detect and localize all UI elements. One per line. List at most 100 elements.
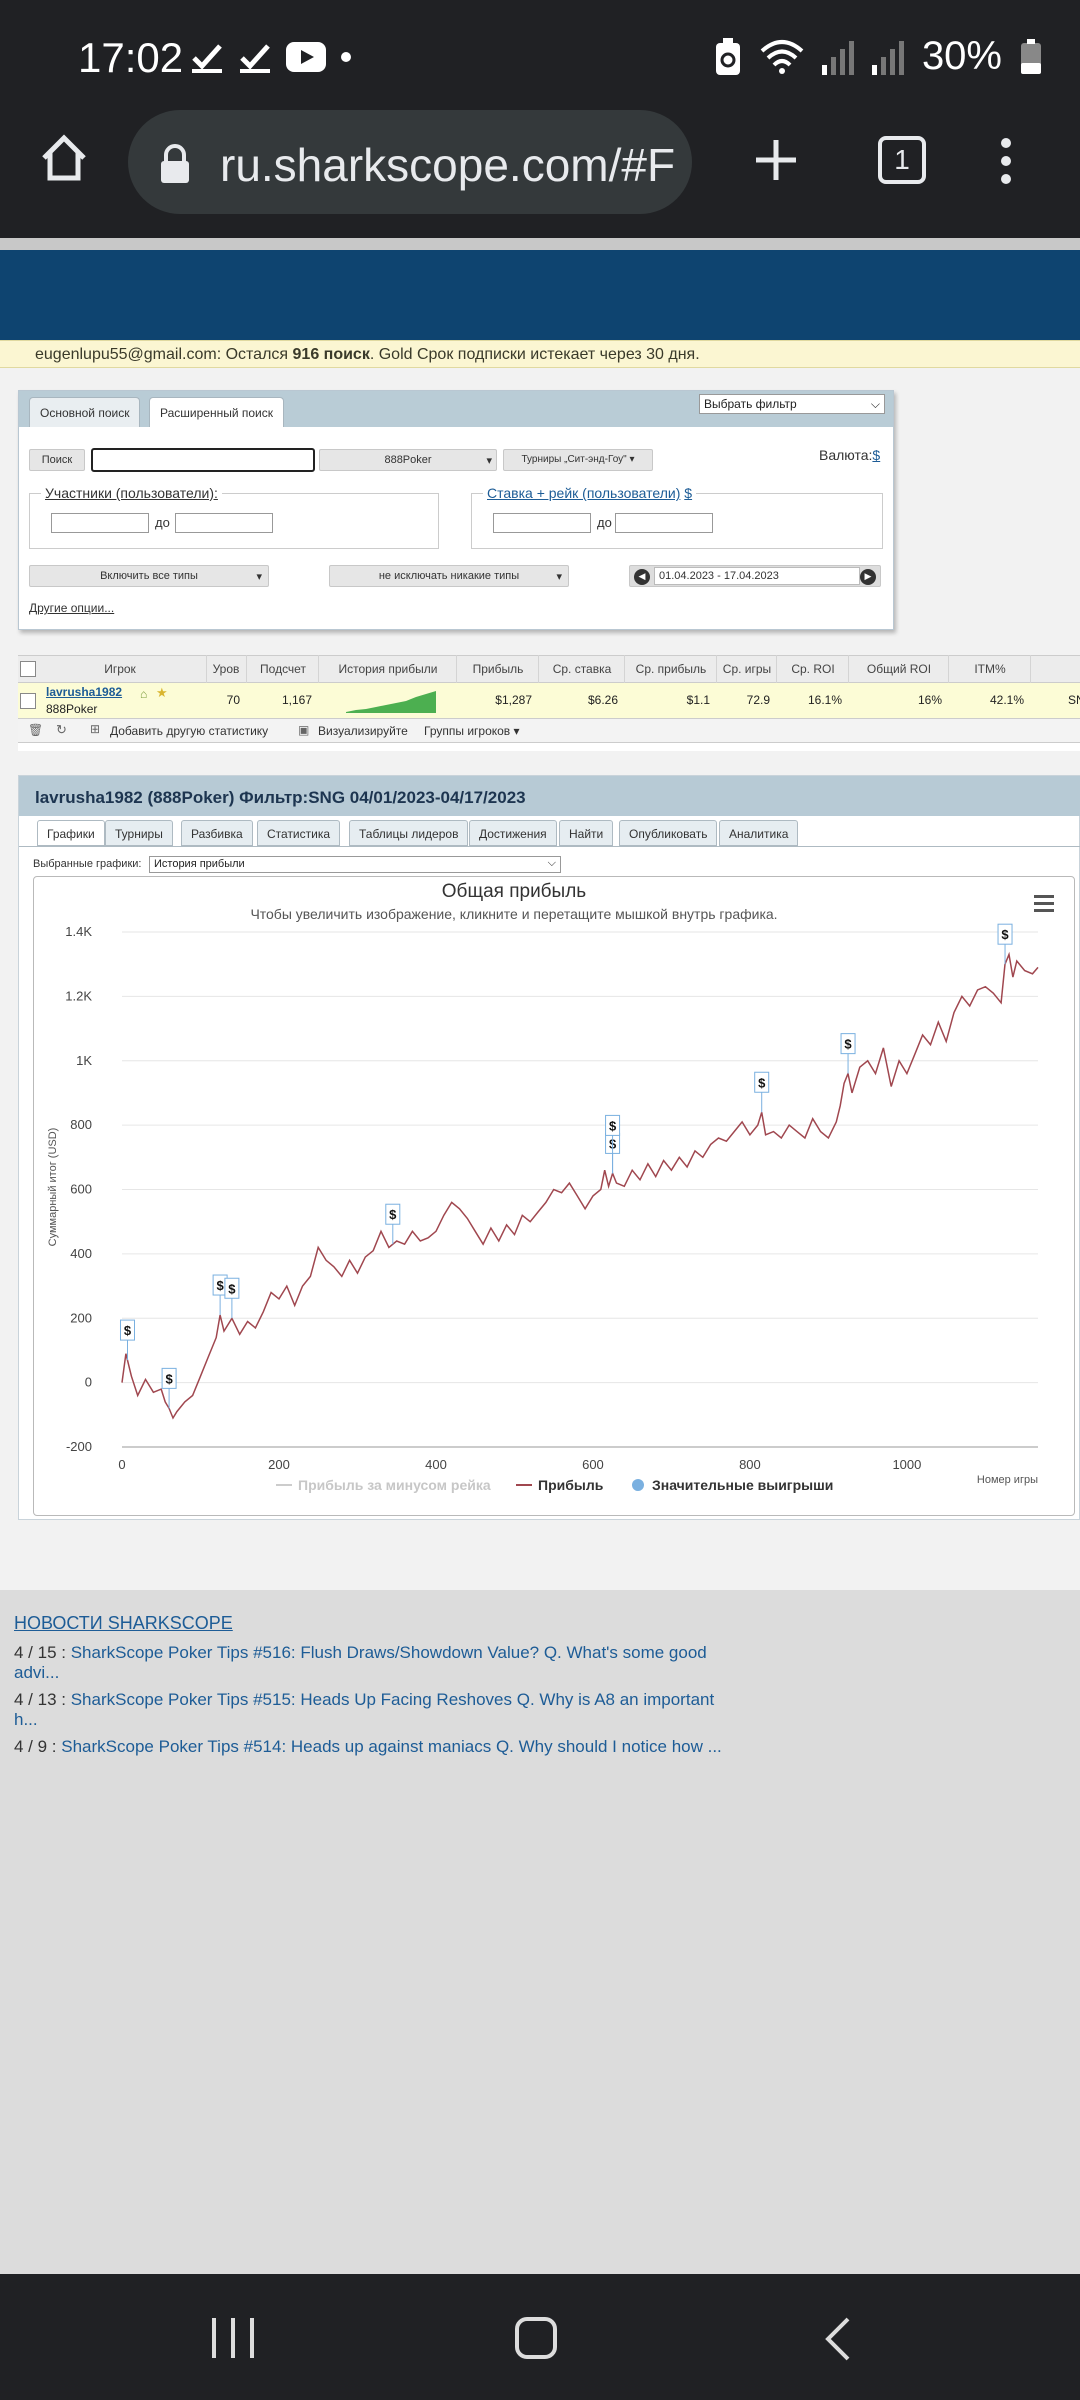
player-star-icon[interactable]: ★ [156,685,168,700]
news-link[interactable]: SharkScope Poker Tips #515: Heads Up Fac… [14,1690,715,1729]
selected-charts-select[interactable]: История прибыли ⌵ [149,856,561,873]
legend-bigwins-label[interactable]: Значительные выигрыши [652,1477,833,1493]
news-link[interactable]: SharkScope Poker Tips #516: Flush Draws/… [14,1643,707,1682]
svg-text:$: $ [1001,927,1009,942]
legend-rake-label[interactable]: Прибыль за минусом рейка [298,1477,491,1493]
x-tick-label: 400 [425,1457,447,1472]
url-field[interactable] [128,110,692,214]
participants-label[interactable]: Участники (пользователи): [41,485,222,501]
col-profit-history[interactable]: История прибыли [338,662,438,676]
participants-to-input[interactable] [175,513,273,533]
add-stat-link[interactable]: Добавить другую статистику [110,724,269,738]
tab-tournaments[interactable]: Турниры [105,820,173,846]
profit-history-sparkline[interactable] [346,689,436,713]
profit-chart[interactable]: Общая прибыль Чтобы увеличить изображени… [34,877,1074,1515]
col-profit[interactable]: Прибыль [472,662,524,676]
search-input[interactable] [91,448,315,472]
tab-charts[interactable]: Графики [37,820,105,846]
back-icon[interactable] [822,2316,852,2362]
dropdown-arrow-icon: ▾ [629,454,635,465]
profit-series[interactable] [121,951,1039,1420]
stake-to-input[interactable] [615,513,713,533]
col-total-roi[interactable]: Общий ROI [866,662,932,676]
dollar-flag-icon[interactable]: $ [385,1203,401,1245]
tab-find[interactable]: Найти [559,820,614,846]
search-panel: Основной поиск Расширенный поиск Выбрать… [18,390,894,630]
dollar-flag-icon[interactable]: $ [119,1319,135,1361]
dollar-flag-icon[interactable]: $ [840,1033,856,1074]
cell-profit: $1,287 [495,693,532,707]
stake-from-input[interactable] [493,513,591,533]
svg-text:$: $ [165,1371,173,1386]
col-player[interactable]: Игрок [104,662,136,676]
dollar-flag-icon[interactable]: $ [997,923,1013,965]
include-types-select[interactable]: Включить все типы ▾ [29,565,269,587]
prev-date-icon[interactable]: ◀ [634,569,650,585]
tab-analytics[interactable]: Аналитика [719,820,799,846]
exclude-types-select[interactable]: не исключать никакие типы ▾ [329,565,569,587]
home-icon[interactable] [38,132,90,184]
select-all-checkbox[interactable] [20,661,36,677]
lock-icon [161,144,189,183]
search-button[interactable]: Поиск [29,449,85,471]
stake-label-text[interactable]: Ставка + рейк (пользователи) [487,485,681,501]
results-table: Игрок Уров Подсчет История прибыли Прибы… [18,655,1080,751]
tab-publish[interactable]: Опубликовать [619,820,718,846]
dollar-flag-icon[interactable]: $ [754,1071,770,1113]
chart-container[interactable]: Общая прибыль Чтобы увеличить изображени… [33,876,1075,1516]
tournaments-select[interactable]: Турниры „Сит-энд-Гоу" ▾ [503,449,653,471]
more-vert-icon[interactable] [990,136,1022,186]
currency-link[interactable]: $ [872,447,881,463]
col-avg-games[interactable]: Ср. игры [722,662,772,676]
row-checkbox[interactable] [20,693,36,709]
table-row[interactable]: lavrusha1982 888Poker ⌂ ★ 70 1,167 $1,28… [18,683,1080,719]
tab-advanced-search[interactable]: Расширенный поиск [149,397,284,427]
player-house-icon[interactable]: ⌂ [140,687,148,701]
tab-leaderboards[interactable]: Таблицы лидеров [349,820,469,846]
stake-label[interactable]: Ставка + рейк (пользователи) $ [483,485,697,501]
tabs-icon[interactable]: 1 [878,136,926,184]
tab-achievements[interactable]: Достижения [469,820,557,846]
recent-apps-icon[interactable] [210,2316,256,2360]
big-wins-series[interactable]: $$$$$$$$$$ [119,923,1013,1409]
svg-text:$: $ [216,1278,224,1293]
news-link[interactable]: SharkScope Poker Tips #514: Heads up aga… [61,1737,722,1756]
participants-from-input[interactable] [51,513,149,533]
refresh-icon[interactable]: ↻ [56,722,67,737]
stake-currency[interactable]: $ [684,485,693,501]
dollar-flag-icon[interactable]: $ [161,1367,177,1409]
col-avg-roi[interactable]: Ср. ROI [791,662,835,676]
y-tick-label: 600 [70,1182,92,1197]
col-count[interactable]: Подсчет [260,662,306,676]
dollar-flag-icon[interactable]: $ [605,1114,621,1174]
next-date-icon[interactable]: ▶ [860,569,876,585]
col-level[interactable]: Уров [212,662,240,676]
other-options-link[interactable]: Другие опции... [29,601,115,615]
plus-icon[interactable] [752,136,800,184]
date-range-value[interactable]: 01.04.2023 - 17.04.2023 [654,567,860,585]
player-link[interactable]: lavrusha1982 [46,685,123,699]
legend-bigwins-swatch [632,1479,644,1491]
home-nav-icon[interactable] [514,2316,558,2360]
tab-basic-search[interactable]: Основной поиск [29,397,141,427]
visualize-icon: ▣ [298,723,310,737]
url-text[interactable]: ru.sharkscope.com/#F [220,139,676,191]
visualize-link[interactable]: Визуализируйте [318,724,408,738]
date-range-picker[interactable]: ◀ 01.04.2023 - 17.04.2023 ▶ [629,565,881,587]
chart-menu-icon[interactable] [1034,895,1054,912]
player-groups-link[interactable]: Группы игроков ▾ [424,724,520,738]
tab-statistics[interactable]: Статистика [257,820,341,846]
filter-select[interactable]: Выбрать фильтр ⌵ [699,394,885,414]
col-avg-profit[interactable]: Ср. прибыль [635,662,707,676]
profit-line[interactable] [121,951,1039,1420]
notice-text: : Остался [216,346,293,363]
trash-icon[interactable]: 🗑 [28,723,44,737]
col-itm[interactable]: ITM% [974,662,1006,676]
col-avg-stake[interactable]: Ср. ставка [552,662,612,676]
news-heading[interactable]: НОВОСТИ SHARKSCOPE [14,1613,233,1633]
dot-icon [341,52,351,62]
legend-profit-label[interactable]: Прибыль [538,1477,604,1493]
network-select[interactable]: 888Poker ▾ [319,449,497,471]
dollar-flag-icon[interactable]: $ [224,1277,240,1319]
tab-breakdown[interactable]: Разбивка [181,820,253,846]
